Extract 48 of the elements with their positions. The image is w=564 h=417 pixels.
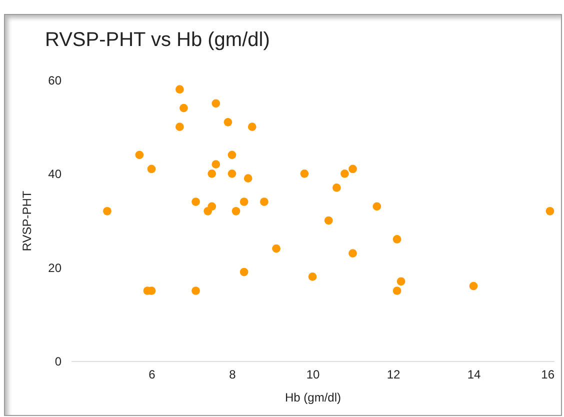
- point: [135, 150, 144, 160]
- point: [340, 169, 349, 178]
- point: [240, 198, 248, 206]
- x-tick-label: 14: [467, 368, 481, 382]
- point: [469, 282, 478, 290]
- point: [180, 104, 188, 112]
- point: [308, 272, 317, 281]
- chart-title: RVSP-PHT vs Hb (gm/dl): [45, 29, 270, 51]
- y-tick-label: 40: [48, 167, 62, 182]
- y-tick-label: 20: [48, 260, 62, 275]
- point: [212, 160, 220, 168]
- x-tick-label: 10: [306, 368, 320, 382]
- point: [240, 268, 248, 276]
- point: [332, 184, 341, 192]
- point: [260, 198, 268, 206]
- point: [224, 118, 232, 126]
- point: [103, 206, 112, 216]
- point: [392, 235, 402, 244]
- y-tick-label: 60: [48, 74, 62, 88]
- point: [272, 244, 280, 253]
- point: [546, 206, 554, 216]
- point: [348, 164, 357, 174]
- x-tick-label: 16: [541, 368, 555, 382]
- point: [208, 169, 216, 178]
- point: [192, 198, 200, 206]
- point: [208, 202, 216, 211]
- point: [248, 122, 256, 132]
- y-tick-label: 0: [54, 354, 62, 368]
- point: [244, 174, 252, 183]
- x-axis-title: Hb (gm/dl): [284, 390, 342, 404]
- y-axis-title: RVSP-PHT: [20, 190, 34, 252]
- point: [212, 99, 220, 108]
- point: [232, 206, 240, 216]
- point: [228, 169, 236, 178]
- point: [300, 169, 309, 178]
- point: [228, 150, 236, 160]
- x-tick-label: 8: [229, 368, 236, 382]
- x-tick-label: 6: [148, 368, 156, 382]
- point: [192, 286, 200, 295]
- point: [175, 122, 184, 132]
- point: [392, 286, 402, 295]
- x-tick-label: 12: [386, 368, 400, 382]
- point: [147, 164, 156, 174]
- point: [324, 216, 333, 225]
- point: [396, 277, 406, 286]
- point: [348, 249, 357, 258]
- point: [372, 202, 382, 211]
- point: [175, 85, 184, 94]
